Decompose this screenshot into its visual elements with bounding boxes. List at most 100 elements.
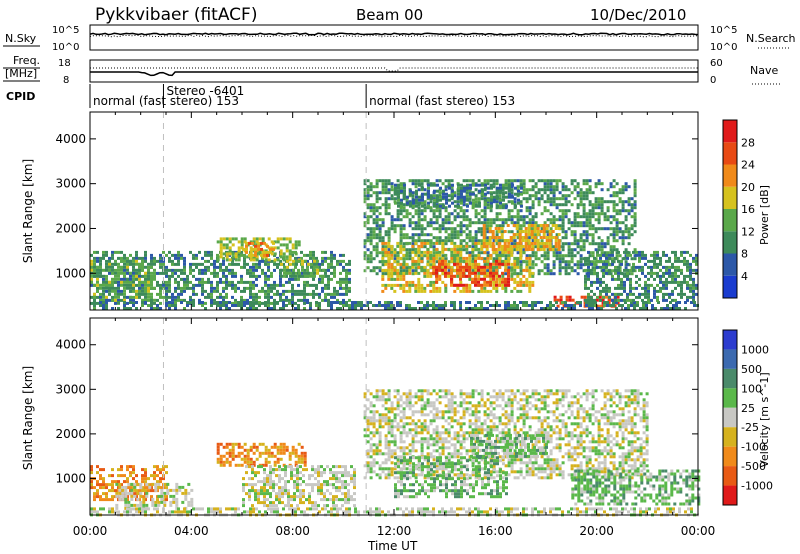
echo-cell: [207, 253, 210, 257]
echo-cell: [456, 265, 459, 269]
echo-cell: [249, 460, 253, 464]
echo-cell: [588, 191, 592, 195]
echo-cell: [662, 250, 665, 254]
echo-cell: [503, 248, 507, 251]
echo-cell: [478, 183, 481, 187]
colorbar-tick-label: 24: [741, 159, 755, 172]
echo-cell: [273, 307, 276, 310]
echo-cell: [246, 286, 249, 290]
echo-cell: [219, 249, 223, 253]
echo-cell: [378, 227, 382, 231]
echo-cell: [429, 304, 432, 307]
echo-cell: [615, 221, 619, 225]
echo-cell: [144, 477, 147, 481]
echo-cell: [642, 301, 645, 304]
colorbar-swatch: [723, 164, 737, 187]
echo-cell: [504, 280, 507, 284]
echo-cell: [387, 212, 391, 216]
echo-cell: [228, 246, 232, 250]
echo-cell: [396, 209, 400, 213]
echo-cell: [117, 480, 120, 484]
echo-cell: [540, 254, 544, 258]
echo-cell: [579, 221, 583, 225]
echo-cell: [564, 188, 568, 192]
echo-cell: [483, 277, 486, 281]
echo-cell: [576, 239, 580, 243]
echo-cell: [165, 265, 168, 269]
echo-cell: [330, 304, 333, 307]
echo-cell: [494, 248, 498, 251]
echo-cell: [150, 474, 153, 478]
echo-cell: [483, 215, 487, 219]
y-tick-label: 1000: [55, 266, 86, 280]
echo-cell: [573, 242, 577, 246]
echo-cell: [659, 274, 662, 278]
echo-cell: [674, 277, 677, 281]
echo-cell: [414, 286, 418, 290]
echo-cell: [558, 218, 562, 222]
echo-cell: [556, 298, 560, 302]
echo-cell: [528, 266, 532, 270]
echo-cell: [653, 262, 656, 266]
echo-cell: [263, 253, 266, 257]
echo-cell: [96, 471, 99, 475]
echo-cell: [222, 295, 225, 299]
echo-cell: [531, 266, 535, 270]
echo-cell: [150, 283, 153, 287]
colorbar-swatch: [723, 231, 737, 254]
echo-cell: [495, 271, 498, 275]
echo-cell: [237, 262, 240, 266]
echo-cell: [565, 298, 569, 302]
echo-cell: [369, 203, 373, 207]
echo-cell: [93, 304, 96, 307]
echo-cell: [130, 497, 134, 501]
echo-cell: [309, 292, 312, 296]
echo-cell: [399, 224, 403, 228]
echo-cell: [295, 262, 298, 266]
echo-cell: [680, 289, 683, 293]
echo-cell: [615, 218, 619, 222]
echo-cell: [582, 182, 586, 186]
echo-cell: [534, 245, 538, 249]
echo-cell: [486, 203, 490, 207]
echo-cell: [653, 289, 656, 293]
echo-cell: [102, 268, 105, 272]
echo-cell: [270, 307, 273, 310]
echo-cell: [570, 304, 573, 307]
echo-cell: [381, 191, 385, 195]
echo-cell: [522, 188, 526, 192]
echo-cell: [294, 277, 297, 281]
echo-cell: [647, 271, 650, 275]
echo-cell: [594, 257, 598, 261]
echo-cell: [510, 268, 514, 272]
echo-cell: [327, 256, 330, 260]
echo-cell: [489, 277, 493, 281]
echo-cell: [324, 298, 327, 302]
echo-cell: [213, 274, 216, 278]
echo-cell: [414, 227, 418, 231]
echo-cell: [372, 191, 376, 195]
echo-cell: [540, 245, 544, 249]
echo-cell: [174, 307, 177, 310]
echo-cell: [345, 292, 348, 296]
echo-cell: [486, 283, 489, 287]
echo-cell: [387, 188, 391, 192]
echo-cell: [321, 298, 324, 302]
echo-cell: [498, 265, 501, 269]
echo-cell: [219, 262, 222, 266]
echo-cell: [647, 292, 650, 296]
echo-cell: [175, 482, 179, 486]
echo-cell: [492, 269, 496, 273]
echo-cell: [507, 307, 510, 310]
echo-cell: [133, 488, 137, 492]
echo-cell: [123, 286, 126, 290]
echo-cell: [201, 262, 204, 266]
echo-cell: [627, 272, 631, 276]
echo-cell: [602, 295, 605, 299]
echo-cell: [531, 251, 535, 255]
echo-cell: [372, 230, 376, 234]
echo-cell: [207, 259, 210, 263]
echo-cell: [495, 218, 499, 222]
echo-cell: [471, 259, 475, 263]
echo-cell: [666, 307, 669, 310]
